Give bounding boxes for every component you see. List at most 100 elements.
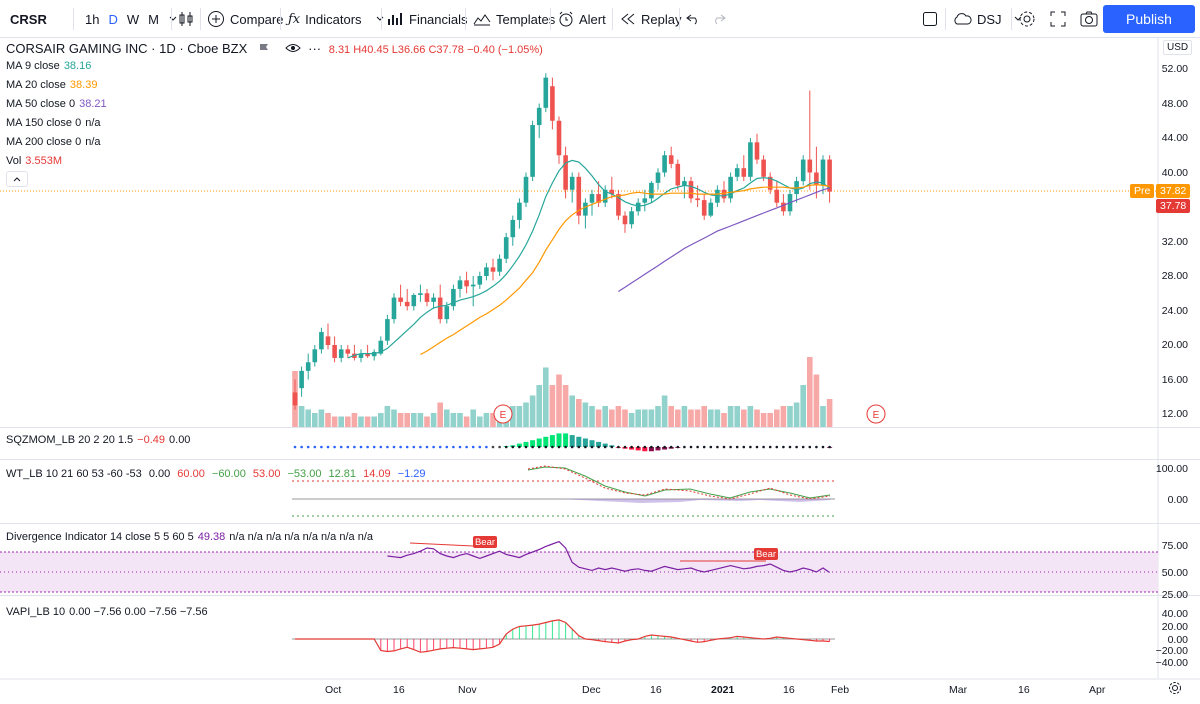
fullscreen-icon[interactable] [1050,11,1066,27]
volume-bar [305,409,311,427]
alert-button[interactable]: Alert [558,0,606,38]
undo-icon[interactable] [686,13,700,25]
squeeze-dot [300,445,303,449]
candle-body [319,332,324,350]
templates-button[interactable]: Templates [473,0,555,38]
candle-body [602,189,608,203]
chevron-up-icon [13,177,21,182]
candle-body [464,280,469,287]
layout-button[interactable]: DSJ [952,0,1023,38]
candle-body [391,297,397,320]
chart-canvas[interactable]: E E Bear Bear [0,38,1200,704]
chevron-down-icon[interactable] [375,14,385,24]
more-icon[interactable]: ··· [308,41,322,56]
symbol-legend[interactable]: CORSAIR GAMING INC · 1D · Cboe BZX ··· 8… [6,41,547,56]
interval-1h[interactable]: 1h [85,11,100,27]
chart-area[interactable]: E E Bear Bear CORSAIR GAMING INC · 1D · … [0,38,1200,704]
chevron-down-icon[interactable] [1013,14,1023,24]
axis-settings-gear-icon[interactable] [1168,681,1182,700]
sqz-value2: 0.00 [169,434,191,446]
squeeze-dot [564,445,567,449]
earnings-marker-2[interactable] [866,404,886,424]
pane-divider[interactable] [0,427,1200,428]
wt-value: 0.00 [148,468,171,480]
price-tick: 24.00 [1161,304,1188,317]
templates-label: Templates [496,11,556,27]
templates-icon [473,12,491,26]
ma20-legend[interactable]: MA 20 close 38.39 [6,79,101,91]
time-tick: 16 [783,684,795,696]
volume-bar [378,413,384,427]
squeeze-dot [795,445,798,449]
squeeze-dot [432,445,435,449]
plus-circle-icon [207,10,225,28]
ma50-value: 38.21 [79,98,107,110]
volume-layer [292,357,833,427]
volume-bar [622,409,628,427]
cloud-icon [952,12,972,26]
financials-button[interactable]: Financials [388,0,468,38]
volume-bar [450,413,457,427]
div-legend[interactable]: Divergence Indicator 14 close 5 5 60 5 49… [6,531,377,543]
camera-icon[interactable] [1080,11,1098,27]
wt-legend[interactable]: WT_LB 10 21 60 53 -60 -53 0.00 60.00 −60… [6,468,430,480]
vapi-tick: −40.00 [1155,657,1188,669]
candle-body [688,181,694,199]
div-tick: 25.00 [1161,589,1188,601]
volume-bar [318,409,325,427]
interval-m[interactable]: M [148,11,159,27]
volume-bar [780,406,787,427]
chart-type-button[interactable] [178,0,194,38]
collapse-legend-button[interactable] [6,171,28,187]
candle-body [325,336,331,345]
top-toolbar: CRSR 1h D W M Compare ƒx Indicators Finan… [0,0,1200,38]
ma200-legend[interactable]: MA 200 close 0 n/a [6,136,105,148]
interval-d[interactable]: D [108,11,118,27]
vapi-values: 0.00 −7.56 0.00 −7.56 −7.56 [69,606,208,618]
vol-label: Vol [6,155,22,167]
eye-icon[interactable] [284,43,301,53]
vol-legend[interactable]: Vol 3.553M [6,155,66,167]
squeeze-dot [465,445,468,449]
ma150-legend[interactable]: MA 150 close 0 n/a [6,117,105,129]
flag-icon[interactable] [259,43,271,53]
volume-bar [694,409,701,427]
candle-body [305,362,311,371]
vapi-tick: 0.00 [1167,634,1188,646]
sqz-legend[interactable]: SQZMOM_LB 20 2 20 1.5 −0.49 0.00 [6,434,194,446]
volume-bar [754,409,760,427]
indicators-button[interactable]: ƒx Indicators [288,0,385,38]
squeeze-dot [544,445,548,449]
pane-divider[interactable] [0,459,1200,460]
ma150-label: MA 150 close 0 [6,117,82,129]
compare-button[interactable]: Compare [207,0,283,38]
volume-bar [688,409,694,427]
candle-body [820,159,826,186]
candle-body [629,211,634,225]
earnings-marker-1[interactable] [493,404,513,424]
publish-button[interactable]: Publish [1103,5,1195,33]
wt-value: −60.00 [211,468,246,480]
interval-w[interactable]: W [126,11,140,27]
symbol-search[interactable]: CRSR [10,0,47,38]
vapi-legend[interactable]: VAPI_LB 10 0.00 −7.56 0.00 −7.56 −7.56 [6,606,212,618]
redo-icon[interactable] [712,13,726,25]
wt-value: 14.09 [363,468,391,480]
fullscreen-layout-button[interactable] [922,0,938,38]
pane-divider[interactable] [0,595,1200,596]
candle-body [695,198,700,201]
ma9-legend[interactable]: MA 9 close 38.16 [6,60,95,72]
candle-body [814,172,819,186]
gear-icon[interactable] [1018,10,1036,28]
replay-button[interactable]: Replay [620,0,681,38]
squeeze-dot [524,445,528,449]
chevron-down-icon[interactable] [168,14,178,24]
candle-body [662,155,667,173]
currency-label[interactable]: USD [1163,40,1193,55]
volume-bar [681,406,688,427]
squeeze-dot [676,445,680,449]
ma50-legend[interactable]: MA 50 close 0 38.21 [6,98,111,110]
volume-bar [813,374,820,427]
pane-divider[interactable] [0,523,1200,524]
history-group [686,0,726,38]
